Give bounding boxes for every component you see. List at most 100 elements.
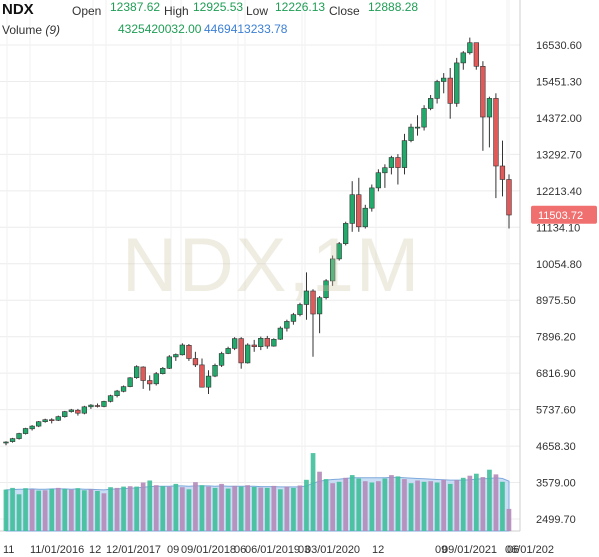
- candle: [362, 204, 368, 229]
- candle-body-down: [356, 194, 362, 228]
- candle: [440, 73, 447, 94]
- candle-body-up: [440, 77, 447, 82]
- candle: [245, 343, 251, 364]
- candle: [22, 427, 29, 435]
- volume-bar: [395, 476, 401, 531]
- y-tick-label: 16530.60: [536, 40, 582, 52]
- candle-body-up: [173, 354, 179, 358]
- candle: [421, 105, 427, 131]
- volume-label: Volume: [2, 23, 43, 37]
- y-tick-label: 12213.40: [536, 186, 582, 198]
- candles: [3, 37, 512, 446]
- candle: [134, 365, 140, 379]
- candle-body-down: [94, 405, 101, 407]
- volume-bar: [88, 489, 94, 531]
- candle: [336, 242, 342, 261]
- volume-bar: [23, 488, 28, 531]
- candle-body-down: [264, 337, 270, 347]
- volume-bar: [258, 487, 264, 531]
- symbol-label: NDX: [2, 1, 34, 18]
- x-tick-label: 12: [372, 544, 384, 556]
- volume-bar: [193, 482, 198, 531]
- volume-bar: [330, 483, 335, 531]
- volume-bar: [134, 486, 139, 531]
- volume-bar: [271, 485, 277, 531]
- volume-bar: [480, 477, 486, 531]
- candle-body-up: [16, 433, 22, 439]
- candle-body-up: [303, 290, 310, 305]
- volume-bar: [304, 479, 309, 531]
- y-tick-label: 7896.20: [536, 332, 576, 344]
- y-tick-label: 5737.60: [536, 405, 576, 417]
- candle-body-up: [401, 140, 408, 168]
- volume-bar: [336, 481, 342, 531]
- last-price-marker: 11503.72: [531, 205, 597, 224]
- volume-bar: [140, 482, 146, 531]
- candle-body-up: [29, 425, 35, 430]
- volume-ma-area: [5, 476, 510, 532]
- candle-body-up: [160, 367, 166, 374]
- x-tick-label: 11: [3, 544, 14, 556]
- candle-body-up: [414, 126, 421, 129]
- candle-body-up: [284, 321, 290, 329]
- candle: [9, 437, 16, 443]
- last-price-label: 11503.72: [538, 210, 583, 222]
- candle-body-up: [153, 373, 159, 385]
- volume-bar: [441, 479, 446, 531]
- candle-body-up: [336, 243, 342, 260]
- candle: [49, 418, 55, 424]
- candle-body-up: [277, 327, 283, 340]
- volume-bar: [369, 482, 375, 531]
- low-label: Low: [246, 4, 269, 18]
- candle: [414, 115, 421, 136]
- candle-body-down: [480, 66, 486, 118]
- volume-bar: [232, 485, 237, 531]
- candle-body-up: [329, 258, 336, 282]
- candle-body-down: [49, 419, 55, 422]
- x-tick-label: 11/01/2016: [30, 544, 84, 556]
- volume-bar: [62, 488, 68, 531]
- volume-bar: [408, 483, 414, 531]
- volume-bar: [291, 487, 296, 531]
- candle: [160, 367, 166, 375]
- candle: [238, 337, 244, 369]
- candle-body-up: [290, 314, 297, 322]
- y-tick-label: 15451.30: [536, 77, 582, 89]
- volume-bar: [16, 494, 22, 531]
- candle: [199, 358, 205, 388]
- volume-bar: [42, 490, 48, 531]
- candle-body-up: [55, 416, 61, 421]
- volume-bar: [75, 488, 81, 531]
- candle: [342, 221, 349, 246]
- volume-bar: [389, 475, 394, 531]
- volume-bar: [10, 487, 15, 531]
- volume-ma-value: 4469413233.78: [204, 22, 288, 36]
- volume-bar: [82, 490, 87, 531]
- candle-body-up: [134, 366, 140, 379]
- candle: [290, 312, 297, 325]
- candle: [127, 377, 133, 388]
- volume-bar: [317, 471, 322, 531]
- volume-bar: [278, 489, 283, 531]
- volume-bar: [447, 483, 453, 531]
- y-tick-label: 14372.00: [536, 113, 582, 125]
- y-tick-label: 4658.30: [536, 441, 576, 453]
- volume-ma-line: [5, 476, 510, 532]
- candle-body-down: [499, 165, 506, 180]
- candle-body-up: [101, 401, 107, 407]
- candle: [454, 57, 460, 107]
- volume-bar: [284, 486, 290, 531]
- candle-body-up: [114, 390, 120, 396]
- candle-body-up: [323, 280, 329, 298]
- candle-body-up: [421, 108, 427, 128]
- candle: [401, 133, 408, 175]
- candle-body-down: [395, 157, 401, 168]
- candle: [107, 394, 114, 403]
- candle-body-up: [408, 126, 414, 141]
- candle-body-down: [310, 290, 316, 315]
- volume-bar: [297, 485, 303, 531]
- volume-bar: [487, 469, 492, 531]
- volume-bar: [500, 481, 505, 531]
- high-label: High: [164, 4, 189, 18]
- candle: [153, 372, 159, 386]
